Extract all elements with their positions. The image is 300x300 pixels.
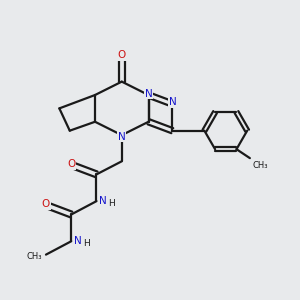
Text: O: O [42, 199, 50, 209]
Text: CH₃: CH₃ [252, 160, 268, 169]
Text: N: N [169, 98, 177, 107]
Text: O: O [118, 50, 126, 60]
Text: N: N [74, 236, 82, 246]
Text: N: N [99, 196, 107, 206]
Text: N: N [118, 132, 126, 142]
Text: N: N [145, 88, 152, 98]
Text: H: H [108, 199, 115, 208]
Text: O: O [67, 159, 75, 169]
Text: CH₃: CH₃ [27, 252, 42, 261]
Text: H: H [83, 239, 89, 248]
